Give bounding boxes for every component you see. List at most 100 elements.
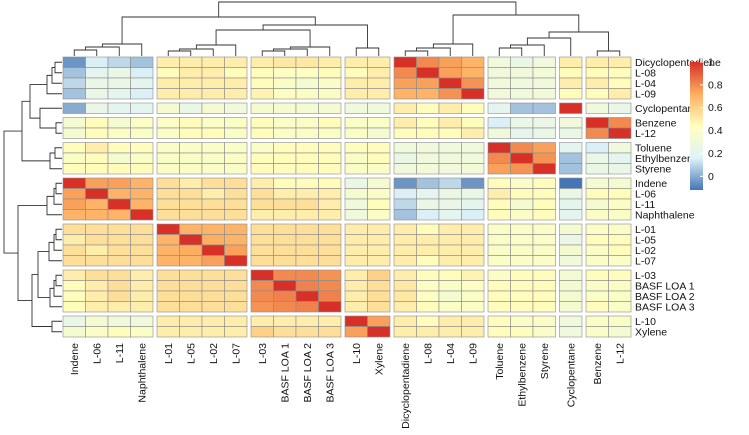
heatmap-cell xyxy=(487,142,511,154)
dendrogram-branch xyxy=(49,287,62,308)
heatmap-cell xyxy=(585,188,609,200)
heatmap-cell xyxy=(156,67,180,79)
heatmap-cell xyxy=(250,223,274,235)
heatmap-cell xyxy=(224,280,248,292)
heatmap-cell xyxy=(318,177,342,189)
heatmap-cell xyxy=(62,255,86,267)
heatmap-cell xyxy=(179,56,203,68)
heatmap-cell xyxy=(608,188,632,200)
row-label: Benzene xyxy=(635,118,677,130)
heatmap-cell xyxy=(179,234,203,246)
heatmap-cell xyxy=(461,77,485,89)
dendrogram-branch xyxy=(355,47,380,56)
heatmap-cell xyxy=(416,326,440,338)
heatmap-cell xyxy=(201,315,225,327)
heatmap-cell xyxy=(367,142,391,154)
heatmap-cell xyxy=(62,223,86,235)
heatmap-cell xyxy=(156,223,180,235)
heatmap-cell xyxy=(532,152,556,164)
heatmap-cell xyxy=(273,127,297,139)
dendrogram-branch xyxy=(101,43,143,56)
heatmap-cell xyxy=(344,177,368,189)
dendrogram-branch xyxy=(37,251,50,299)
heatmap-cell xyxy=(367,77,391,89)
heatmap-cell xyxy=(250,163,274,175)
heatmap-cell xyxy=(532,102,556,114)
heatmap-cell xyxy=(510,198,534,210)
heatmap-cell xyxy=(487,315,511,327)
heatmap-cell xyxy=(107,326,131,338)
heatmap-cell xyxy=(367,67,391,79)
heatmap-cell xyxy=(179,88,203,100)
dendrogram-branch xyxy=(29,84,47,119)
heatmap-cell xyxy=(510,234,534,246)
row-label: Indene xyxy=(635,178,667,190)
heatmap-cell xyxy=(295,280,319,292)
heatmap-cell xyxy=(107,127,131,139)
heatmap-cell xyxy=(559,88,583,100)
heatmap-cell xyxy=(461,127,485,139)
heatmap-cell xyxy=(510,163,534,175)
heatmap-cell xyxy=(295,326,319,338)
heatmap-cell xyxy=(438,152,462,164)
heatmap-cell xyxy=(559,102,583,114)
heatmap-cell xyxy=(250,102,274,114)
heatmap-cell xyxy=(461,326,485,338)
heatmap-cell xyxy=(608,326,632,338)
heatmap-cell xyxy=(62,88,86,100)
heatmap-cell xyxy=(295,234,319,246)
heatmap-cell xyxy=(461,315,485,327)
heatmap-cell xyxy=(585,326,609,338)
heatmap-cell xyxy=(438,223,462,235)
heatmap-cell xyxy=(201,223,225,235)
heatmap-cell xyxy=(130,188,154,200)
heatmap-cell xyxy=(295,290,319,302)
heatmap-cell xyxy=(85,255,109,267)
heatmap-cell xyxy=(130,142,154,154)
heatmap-cell xyxy=(201,301,225,313)
column-dendrogram xyxy=(73,1,621,56)
heatmap-cell xyxy=(367,188,391,200)
heatmap-cell xyxy=(585,102,609,114)
heatmap-cell xyxy=(367,127,391,139)
column-label: Toluene xyxy=(494,343,506,380)
heatmap-cell xyxy=(367,290,391,302)
heatmap-cell xyxy=(273,255,297,267)
heatmap-cell xyxy=(532,280,556,292)
heatmap-cell xyxy=(107,315,131,327)
legend-tick-label: 0.8 xyxy=(708,79,723,91)
heatmap-cell xyxy=(62,117,86,129)
dendrogram-branch xyxy=(215,29,311,47)
heatmap-cell xyxy=(85,244,109,256)
heatmap-cell xyxy=(62,56,86,68)
heatmap-cell xyxy=(62,326,86,338)
heatmap-cell xyxy=(318,198,342,210)
heatmap-cell xyxy=(608,234,632,246)
heatmap-cell xyxy=(416,188,440,200)
heatmap-cell xyxy=(62,269,86,281)
heatmap-cell xyxy=(107,223,131,235)
heatmap-cell xyxy=(179,244,203,256)
heatmap-cell xyxy=(438,88,462,100)
dendrogram-branch xyxy=(51,67,62,84)
heatmap-cell xyxy=(156,315,180,327)
heatmap-cell xyxy=(318,56,342,68)
heatmap-cell xyxy=(250,177,274,189)
row-label: L-09 xyxy=(635,89,656,101)
heatmap-cell xyxy=(85,102,109,114)
column-label: L-12 xyxy=(614,343,626,364)
heatmap-cell xyxy=(201,88,225,100)
heatmap-cell xyxy=(461,223,485,235)
row-label: BASF LOA 2 xyxy=(635,291,695,303)
heatmap-cell xyxy=(224,163,248,175)
heatmap-cell xyxy=(461,198,485,210)
heatmap-cell xyxy=(393,269,417,281)
heatmap-cell xyxy=(250,188,274,200)
heatmap-cell xyxy=(85,88,109,100)
heatmap-cell xyxy=(273,177,297,189)
heatmap-cell xyxy=(367,244,391,256)
heatmap-cell xyxy=(367,56,391,68)
heatmap-cell xyxy=(318,127,342,139)
heatmap-cell xyxy=(393,67,417,79)
heatmap-cell xyxy=(608,127,632,139)
